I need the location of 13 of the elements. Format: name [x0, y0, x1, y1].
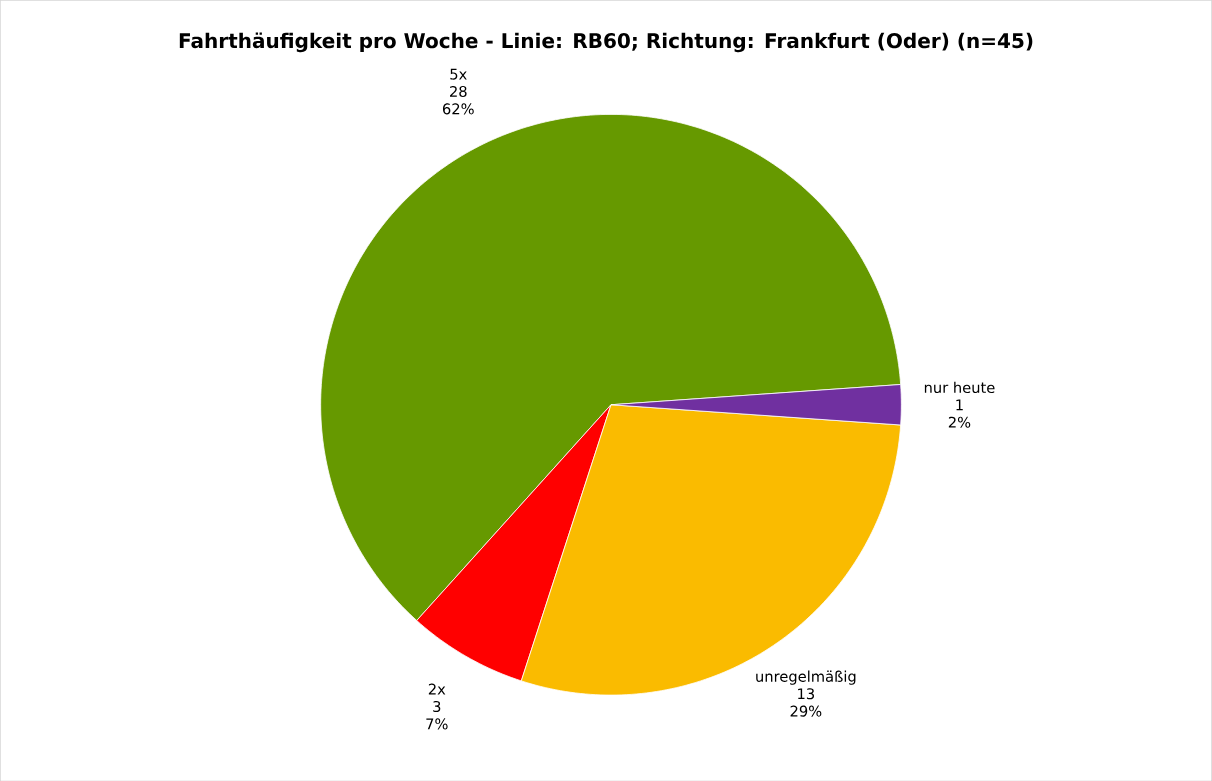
text: 2%	[948, 416, 971, 428]
data-label: 28	[450, 85, 467, 97]
slice-label: nur heute	[924, 381, 995, 393]
data-label: 3	[433, 700, 441, 712]
data-label: 1	[956, 399, 963, 410]
text: 7%	[426, 718, 448, 730]
slice-label: unregelmäßig	[756, 670, 856, 685]
chart-title: Fahrthäufigkeit pro Woche - Linie: RB60; Richtung: Frankfurt (Oder) (n=45)	[179, 32, 1033, 52]
text: 29%	[790, 705, 822, 717]
slice-label: 5x	[450, 68, 467, 80]
slice-label: 2x	[428, 683, 446, 695]
data-label: 13	[798, 687, 815, 700]
text: 62%	[442, 103, 474, 115]
